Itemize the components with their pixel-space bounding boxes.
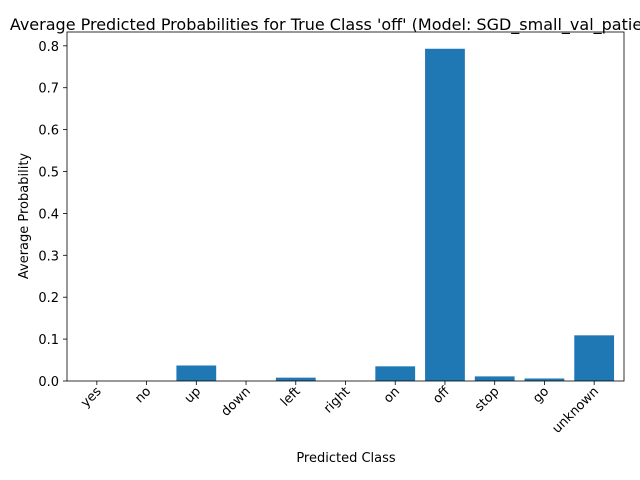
x-tick-label-go: go bbox=[530, 384, 552, 406]
bar-up bbox=[176, 365, 217, 381]
bar-unknown bbox=[574, 335, 615, 381]
x-tick-label-yes: yes bbox=[78, 384, 105, 411]
x-tick-label-left: left bbox=[278, 384, 304, 410]
x-tick-label-up: up bbox=[182, 384, 204, 406]
y-tick-label: 0.6 bbox=[38, 124, 59, 139]
bar-left bbox=[275, 377, 316, 381]
y-tick-label: 0.3 bbox=[38, 249, 59, 264]
plot-frame bbox=[66, 31, 625, 382]
y-tick-label: 0.1 bbox=[38, 333, 59, 348]
x-tick-label-on: on bbox=[381, 384, 403, 406]
bar-off bbox=[425, 48, 465, 382]
y-tick-label: 0.8 bbox=[38, 40, 59, 55]
x-tick-label-no: no bbox=[132, 384, 154, 406]
x-tick-label-right: right bbox=[321, 384, 353, 416]
y-tick-label: 0.7 bbox=[38, 82, 59, 97]
x-tick-label-down: down bbox=[218, 384, 253, 419]
y-tick-label: 0.4 bbox=[38, 207, 59, 222]
y-tick-label: 0.0 bbox=[38, 375, 59, 390]
plot-area: 0.0 0.1 0.2 0.3 0.4 0.5 0.6 0.7 0.8 yes no up down le… bbox=[38, 31, 625, 437]
chart-title: Average Predicted Probabilities for True… bbox=[10, 15, 640, 35]
y-tick-label: 0.2 bbox=[38, 291, 59, 306]
x-axis-title: Predicted Class bbox=[296, 451, 396, 466]
x-tick-label-stop: stop bbox=[472, 384, 502, 414]
y-axis-title: Average Probability bbox=[17, 153, 32, 280]
bar-stop bbox=[474, 376, 515, 381]
x-tick-label-unknown: unknown bbox=[550, 384, 602, 436]
y-tick-label: 0.5 bbox=[38, 166, 59, 181]
bar-go bbox=[524, 378, 565, 381]
x-tick-label-off: off bbox=[430, 383, 453, 406]
bar-on bbox=[375, 366, 416, 381]
